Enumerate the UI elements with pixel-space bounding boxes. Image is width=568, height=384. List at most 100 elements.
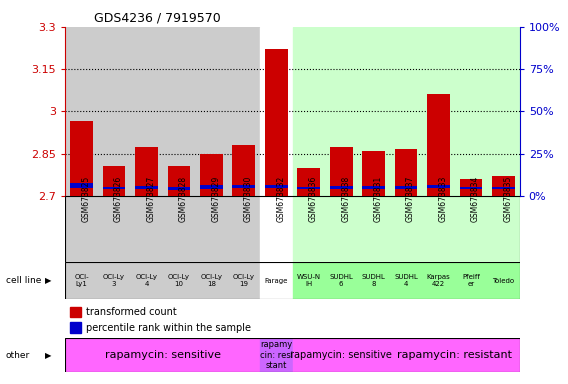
Text: GDS4236 / 7919570: GDS4236 / 7919570 bbox=[94, 12, 220, 25]
Bar bbox=[98, 196, 130, 263]
Bar bbox=[423, 262, 455, 299]
Bar bbox=[130, 196, 162, 263]
Bar bbox=[492, 187, 515, 189]
Bar bbox=[460, 179, 482, 196]
Bar bbox=[98, 262, 130, 299]
Bar bbox=[487, 196, 520, 263]
Bar bbox=[135, 147, 158, 196]
Text: Pfeiff
er: Pfeiff er bbox=[462, 274, 480, 287]
Bar bbox=[293, 196, 325, 263]
Bar bbox=[265, 185, 287, 188]
Bar bbox=[70, 322, 81, 333]
Bar bbox=[293, 338, 390, 372]
Text: OCI-Ly
3: OCI-Ly 3 bbox=[103, 274, 125, 287]
Text: SUDHL
8: SUDHL 8 bbox=[362, 274, 386, 287]
Bar bbox=[427, 185, 450, 188]
Bar bbox=[492, 176, 515, 196]
Bar bbox=[200, 185, 223, 189]
Bar bbox=[195, 262, 228, 299]
Text: SUDHL
4: SUDHL 4 bbox=[394, 274, 418, 287]
Bar bbox=[325, 27, 357, 196]
Text: OCI-
Ly1: OCI- Ly1 bbox=[74, 274, 89, 287]
Bar bbox=[168, 166, 190, 196]
Bar bbox=[70, 183, 93, 188]
Bar bbox=[390, 262, 423, 299]
Bar bbox=[228, 196, 260, 263]
Text: GSM673834: GSM673834 bbox=[471, 176, 480, 222]
Text: OCI-Ly
19: OCI-Ly 19 bbox=[233, 274, 255, 287]
Text: GSM673836: GSM673836 bbox=[309, 176, 318, 222]
Bar bbox=[362, 186, 385, 189]
Text: rapamycin: sensitive: rapamycin: sensitive bbox=[290, 350, 392, 360]
Bar bbox=[260, 338, 293, 372]
Bar bbox=[130, 262, 162, 299]
Bar bbox=[427, 94, 450, 196]
Text: percentile rank within the sample: percentile rank within the sample bbox=[86, 323, 250, 333]
Text: ▶: ▶ bbox=[45, 276, 52, 285]
Bar bbox=[195, 196, 228, 263]
Text: GSM673830: GSM673830 bbox=[244, 176, 253, 222]
Bar bbox=[395, 186, 417, 189]
Bar bbox=[232, 145, 255, 196]
Bar bbox=[330, 147, 353, 196]
Bar bbox=[325, 262, 357, 299]
Bar bbox=[103, 166, 126, 196]
Bar bbox=[455, 262, 487, 299]
Bar bbox=[195, 27, 228, 196]
Bar bbox=[390, 27, 423, 196]
Bar bbox=[65, 338, 260, 372]
Bar bbox=[487, 27, 520, 196]
Text: OCI-Ly
18: OCI-Ly 18 bbox=[201, 274, 223, 287]
Text: cell line: cell line bbox=[6, 276, 41, 285]
Text: GSM673825: GSM673825 bbox=[82, 176, 90, 222]
Text: GSM673832: GSM673832 bbox=[276, 176, 285, 222]
Text: GSM673829: GSM673829 bbox=[211, 176, 220, 222]
Text: GSM673827: GSM673827 bbox=[147, 176, 156, 222]
Bar bbox=[135, 186, 158, 189]
Text: other: other bbox=[6, 351, 30, 360]
Bar bbox=[65, 262, 98, 299]
Text: Karpas
422: Karpas 422 bbox=[427, 274, 450, 287]
Bar bbox=[65, 196, 98, 263]
Text: GSM673826: GSM673826 bbox=[114, 176, 123, 222]
Text: OCI-Ly
10: OCI-Ly 10 bbox=[168, 274, 190, 287]
Bar bbox=[260, 196, 293, 263]
Bar bbox=[298, 187, 320, 189]
Bar bbox=[70, 121, 93, 196]
Bar bbox=[395, 149, 417, 196]
Bar bbox=[70, 306, 81, 317]
Text: Farage: Farage bbox=[265, 278, 288, 283]
Bar bbox=[455, 27, 487, 196]
Bar bbox=[98, 27, 130, 196]
Bar bbox=[423, 27, 455, 196]
Text: Toledo: Toledo bbox=[492, 278, 515, 283]
Bar bbox=[228, 27, 260, 196]
Text: GSM673837: GSM673837 bbox=[406, 176, 415, 222]
Bar bbox=[293, 262, 325, 299]
Text: ▶: ▶ bbox=[45, 351, 52, 360]
Text: WSU-N
IH: WSU-N IH bbox=[296, 274, 321, 287]
Bar bbox=[423, 196, 455, 263]
Bar bbox=[200, 154, 223, 196]
Bar bbox=[232, 185, 255, 188]
Text: rapamy
cin: resi
stant: rapamy cin: resi stant bbox=[260, 340, 293, 370]
Bar bbox=[260, 262, 293, 299]
Bar bbox=[330, 186, 353, 189]
Bar bbox=[228, 262, 260, 299]
Bar bbox=[455, 196, 487, 263]
Bar bbox=[168, 187, 190, 190]
Text: transformed count: transformed count bbox=[86, 307, 177, 317]
Bar bbox=[265, 49, 287, 196]
Bar bbox=[325, 196, 357, 263]
Text: GSM673831: GSM673831 bbox=[374, 176, 383, 222]
Bar bbox=[260, 27, 293, 196]
Bar bbox=[293, 27, 325, 196]
Text: OCI-Ly
4: OCI-Ly 4 bbox=[135, 274, 157, 287]
Bar bbox=[65, 27, 98, 196]
Bar bbox=[357, 262, 390, 299]
Text: rapamycin: resistant: rapamycin: resistant bbox=[397, 350, 512, 360]
Text: rapamycin: sensitive: rapamycin: sensitive bbox=[105, 350, 221, 360]
Bar bbox=[103, 187, 126, 189]
Bar bbox=[130, 27, 162, 196]
Text: GSM673835: GSM673835 bbox=[503, 176, 512, 222]
